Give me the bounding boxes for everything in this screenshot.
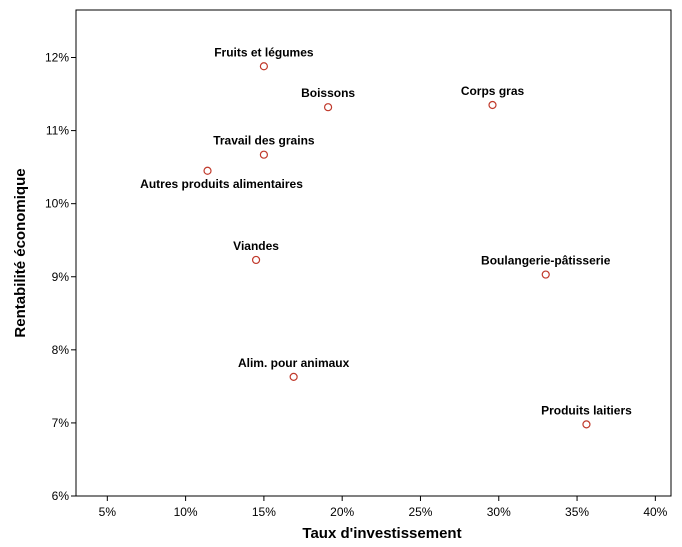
y-tick-label: 8% (52, 343, 70, 357)
x-tick-label: 5% (99, 505, 117, 519)
x-tick-label: 15% (252, 505, 276, 519)
y-tick-label: 10% (45, 197, 69, 211)
point-label: Boulangerie-pâtisserie (481, 254, 611, 268)
point-label: Fruits et légumes (214, 45, 314, 59)
y-tick-label: 6% (52, 489, 70, 503)
y-axis: 6% 7% 8% 9% 10% 11% 12% (45, 51, 76, 503)
x-tick-label: 40% (643, 505, 667, 519)
plot-area (75, 9, 672, 497)
point-label: Travail des grains (213, 134, 315, 148)
data-point (323, 103, 333, 112)
data-point (251, 255, 261, 265)
x-tick-label: 10% (174, 505, 198, 519)
data-point (541, 270, 550, 279)
data-point (259, 150, 268, 159)
point-label: Boissons (301, 86, 355, 100)
y-tick-label: 7% (52, 416, 70, 430)
point-label: Alim. pour animaux (238, 356, 350, 370)
y-tick-label: 12% (45, 51, 69, 65)
data-point (259, 62, 268, 71)
x-tick-label: 30% (487, 505, 511, 519)
x-tick-label: 35% (565, 505, 589, 519)
x-axis-title: Taux d'investissement (302, 525, 461, 542)
data-point (289, 372, 298, 381)
point-label: Autres produits alimentaires (140, 177, 303, 191)
data-point (203, 166, 212, 175)
data-point (488, 100, 497, 110)
data-point (582, 420, 591, 429)
point-label: Corps gras (461, 84, 525, 98)
x-tick-label: 25% (408, 505, 432, 519)
point-label: Viandes (233, 239, 279, 253)
y-axis-title: Rentabilité économique (12, 168, 29, 337)
y-tick-label: 11% (46, 124, 69, 138)
x-axis: 5% 10% 15% 20% 25% 30% 35% 40% (99, 496, 668, 519)
data-points: Fruits et légumes Boissons Corps gras Trava… (140, 45, 632, 429)
y-tick-label: 9% (52, 270, 70, 284)
point-label: Produits laitiers (541, 403, 632, 417)
x-tick-label: 20% (330, 505, 354, 519)
